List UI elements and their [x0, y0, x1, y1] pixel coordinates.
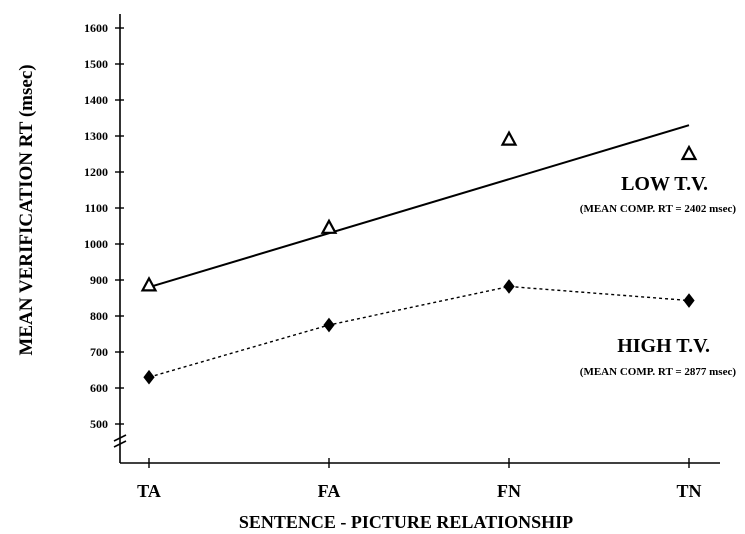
- x-tick-label-TN: TN: [676, 481, 701, 501]
- legend-high-tv-sublabel: (MEAN COMP. RT = 2877 msec): [580, 366, 737, 378]
- x-ticks: TA FA FN TN: [137, 458, 702, 501]
- y-tick-label-1500: 1500: [84, 57, 108, 71]
- y-tick-label-1000: 1000: [84, 237, 108, 251]
- y-tick-label-700: 700: [90, 345, 108, 359]
- x-tick-label-TA: TA: [137, 481, 161, 501]
- marker-high-t-v-TN: [683, 293, 695, 308]
- axis-break-mark: [113, 440, 127, 448]
- y-tick-label-1600: 1600: [84, 21, 108, 35]
- x-tick-label-FN: FN: [497, 481, 521, 501]
- x-tick-label-FA: FA: [318, 481, 341, 501]
- marker-low-t-v-FA: [320, 218, 338, 234]
- marker-low-t-v-FN: [500, 130, 518, 146]
- marker-high-t-v-TA: [143, 369, 155, 385]
- legend-high-tv-label: HIGH T.V.: [617, 335, 710, 357]
- y-tick-label-800: 800: [90, 309, 108, 323]
- y-ticks: 500 600 700 800 900 1000 1100 1200 1300 1400 1500 1…: [84, 21, 124, 431]
- y-tick-label-900: 900: [90, 273, 108, 287]
- marker-high-t-v-FA: [323, 317, 335, 333]
- series-line-high-t-v: [148, 285, 690, 378]
- series-lines: [148, 124, 690, 378]
- axes: [113, 14, 720, 464]
- marker-low-t-v-TN: [680, 144, 698, 161]
- axis-break-mark: [113, 434, 127, 442]
- y-tick-label-1400: 1400: [84, 93, 108, 107]
- y-tick-label-500: 500: [90, 417, 108, 431]
- y-tick-label-600: 600: [90, 381, 108, 395]
- y-tick-label-1100: 1100: [85, 201, 108, 215]
- y-axis-label: MEAN VERIFICATION RT (msec): [16, 64, 37, 355]
- marker-high-t-v-FN: [503, 279, 515, 294]
- legend-low-tv-label: LOW T.V.: [621, 173, 708, 195]
- y-tick-label-1200: 1200: [84, 165, 108, 179]
- marker-low-t-v-TA: [140, 276, 158, 292]
- y-tick-label-1300: 1300: [84, 129, 108, 143]
- series-markers: [140, 130, 698, 385]
- legend-low-tv-sublabel: (MEAN COMP. RT = 2402 msec): [580, 203, 737, 215]
- series-line-low-t-v: [148, 124, 690, 289]
- x-axis-label: SENTENCE - PICTURE RELATIONSHIP: [239, 512, 573, 532]
